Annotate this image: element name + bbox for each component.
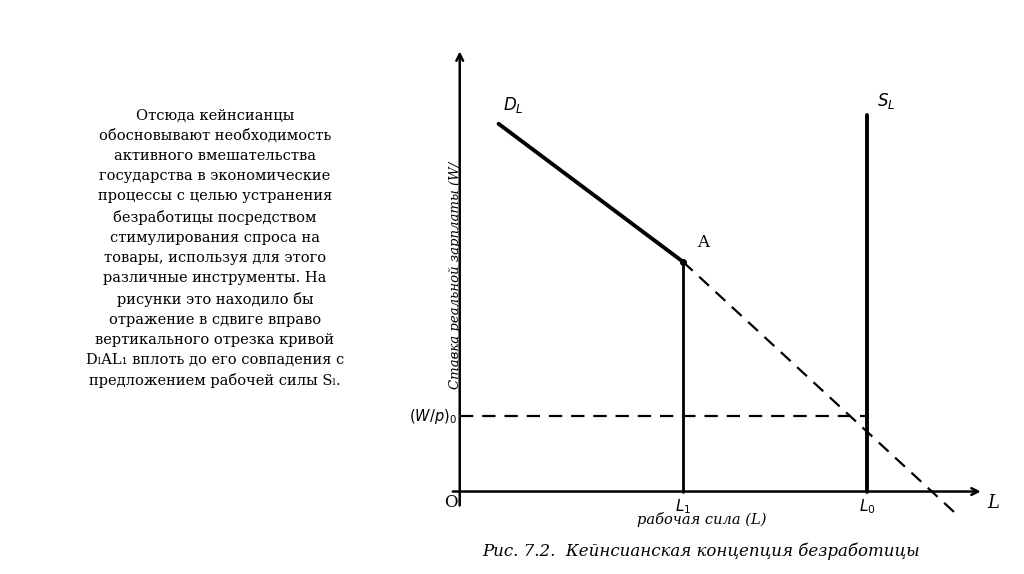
Text: Рис. 7.2.  Кейнсианская концепция безработицы: Рис. 7.2. Кейнсианская концепция безрабо… (482, 542, 921, 560)
Text: Ставка реальной зарплаты (W/: Ставка реальной зарплаты (W/ (449, 162, 462, 389)
Text: $L_1$: $L_1$ (675, 498, 691, 517)
Text: O: O (443, 494, 458, 511)
Text: Отсюда кейнсианцы
обосновывают необходимость
активного вмешательства
государства: Отсюда кейнсианцы обосновывают необходим… (86, 108, 344, 388)
Text: $(W/p)_0$: $(W/p)_0$ (410, 407, 458, 426)
Text: рабочая сила (L): рабочая сила (L) (638, 511, 767, 526)
Text: A: A (697, 234, 710, 251)
Text: L: L (987, 494, 999, 511)
Text: $S_L$: $S_L$ (877, 91, 895, 111)
Text: $D_L$: $D_L$ (504, 95, 524, 115)
Text: $L_0$: $L_0$ (859, 498, 876, 517)
